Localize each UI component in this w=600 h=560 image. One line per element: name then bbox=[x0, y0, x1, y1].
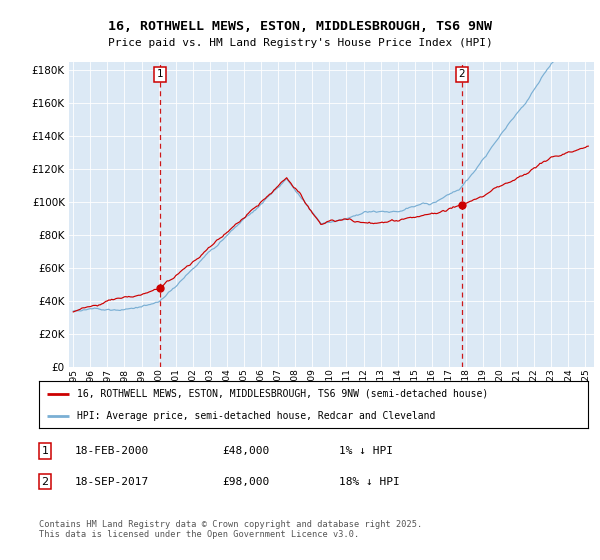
Text: 1: 1 bbox=[157, 69, 163, 79]
Text: 2: 2 bbox=[41, 477, 49, 487]
Text: 2: 2 bbox=[458, 69, 465, 79]
Text: Contains HM Land Registry data © Crown copyright and database right 2025.
This d: Contains HM Land Registry data © Crown c… bbox=[39, 520, 422, 539]
Text: HPI: Average price, semi-detached house, Redcar and Cleveland: HPI: Average price, semi-detached house,… bbox=[77, 410, 436, 421]
Text: £48,000: £48,000 bbox=[222, 446, 269, 456]
Text: 1% ↓ HPI: 1% ↓ HPI bbox=[339, 446, 393, 456]
Text: 16, ROTHWELL MEWS, ESTON, MIDDLESBROUGH, TS6 9NW (semi-detached house): 16, ROTHWELL MEWS, ESTON, MIDDLESBROUGH,… bbox=[77, 389, 488, 399]
Text: Price paid vs. HM Land Registry's House Price Index (HPI): Price paid vs. HM Land Registry's House … bbox=[107, 38, 493, 48]
Text: 16, ROTHWELL MEWS, ESTON, MIDDLESBROUGH, TS6 9NW: 16, ROTHWELL MEWS, ESTON, MIDDLESBROUGH,… bbox=[108, 20, 492, 32]
Text: 18-SEP-2017: 18-SEP-2017 bbox=[75, 477, 149, 487]
Text: 1: 1 bbox=[41, 446, 49, 456]
Text: 18% ↓ HPI: 18% ↓ HPI bbox=[339, 477, 400, 487]
Text: 18-FEB-2000: 18-FEB-2000 bbox=[75, 446, 149, 456]
Text: £98,000: £98,000 bbox=[222, 477, 269, 487]
